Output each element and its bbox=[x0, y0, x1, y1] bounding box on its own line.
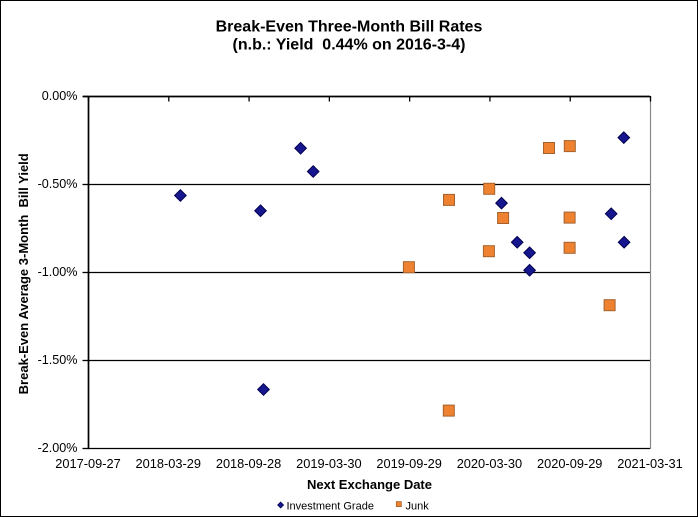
svg-text:2020-09-29: 2020-09-29 bbox=[537, 456, 602, 471]
svg-text:(n.b.: Yield 0.44% on 2016-3-: (n.b.: Yield 0.44% on 2016-3-4) bbox=[233, 37, 466, 54]
svg-text:Junk: Junk bbox=[406, 501, 430, 513]
svg-text:-1.50%: -1.50% bbox=[38, 353, 78, 367]
svg-text:2020-03-30: 2020-03-30 bbox=[457, 456, 522, 471]
svg-text:0.00%: 0.00% bbox=[42, 89, 78, 103]
svg-text:2019-09-29: 2019-09-29 bbox=[376, 456, 441, 471]
svg-text:Break-Even Three-Month Bill Ra: Break-Even Three-Month Bill Rates bbox=[216, 19, 483, 36]
svg-text:2017-09-27: 2017-09-27 bbox=[55, 456, 120, 471]
svg-text:2019-03-30: 2019-03-30 bbox=[296, 456, 361, 471]
svg-text:2018-09-28: 2018-09-28 bbox=[216, 456, 281, 471]
svg-text:Investment Grade: Investment Grade bbox=[287, 501, 374, 513]
svg-text:-2.00%: -2.00% bbox=[38, 441, 78, 455]
svg-text:-1.00%: -1.00% bbox=[38, 265, 78, 279]
svg-text:-0.50%: -0.50% bbox=[38, 177, 78, 191]
svg-text:Break-Even Average 3-Month Bi: Break-Even Average 3-Month Bill Yield bbox=[16, 153, 31, 394]
svg-text:2021-03-31: 2021-03-31 bbox=[617, 456, 682, 471]
svg-text:2018-03-29: 2018-03-29 bbox=[136, 456, 201, 471]
svg-text:Next Exchange Date: Next Exchange Date bbox=[307, 477, 432, 492]
